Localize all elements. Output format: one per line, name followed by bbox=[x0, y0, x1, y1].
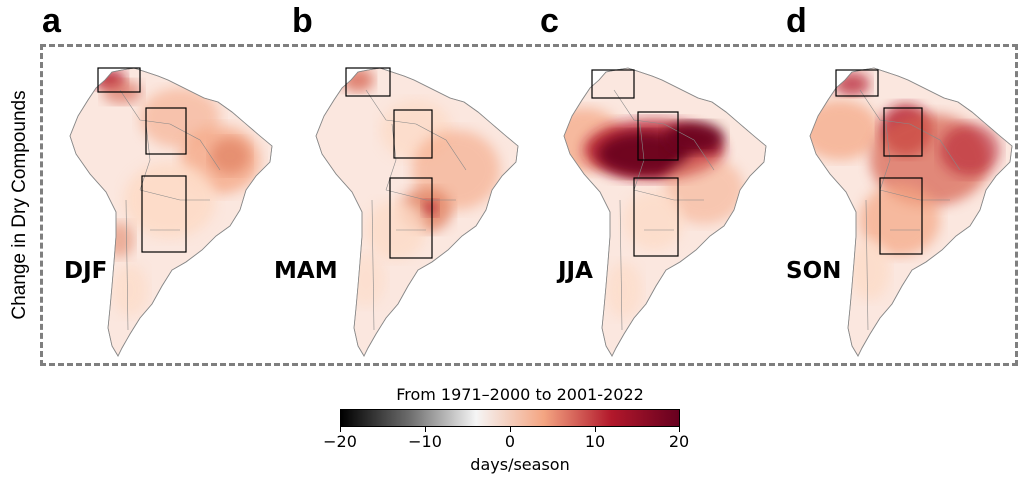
region-box bbox=[389, 177, 433, 259]
country-border bbox=[633, 189, 704, 201]
season-label-jja: JJA bbox=[558, 258, 593, 284]
country-border bbox=[879, 189, 950, 201]
map-son bbox=[809, 67, 1013, 357]
country-border bbox=[169, 123, 221, 171]
country-border bbox=[371, 199, 375, 331]
anomaly-patch bbox=[664, 156, 744, 224]
country-border bbox=[859, 89, 911, 125]
colorbar-unit: days/season bbox=[470, 455, 570, 474]
panel-letter-b: b bbox=[292, 2, 313, 40]
colorbar-tick-label: −10 bbox=[408, 432, 442, 451]
region-box bbox=[883, 107, 923, 157]
country-border bbox=[365, 89, 417, 125]
coastline bbox=[69, 67, 273, 357]
anomaly-patch bbox=[124, 162, 216, 238]
coastline bbox=[809, 67, 1013, 357]
anomaly-patch bbox=[106, 222, 134, 258]
region-box bbox=[345, 67, 391, 97]
anomaly-patch bbox=[210, 138, 250, 174]
panels-frame bbox=[40, 44, 1018, 366]
anomaly-patch bbox=[624, 190, 684, 250]
country-border bbox=[125, 199, 129, 331]
panel-letter-a: a bbox=[42, 2, 61, 40]
country-border bbox=[663, 123, 715, 171]
season-label-djf: DJF bbox=[64, 258, 108, 284]
country-border bbox=[415, 123, 467, 171]
colorbar-tick-label: 20 bbox=[668, 432, 690, 451]
anomaly-patch bbox=[940, 124, 1000, 176]
map-djf bbox=[69, 67, 273, 357]
colorbar bbox=[340, 409, 680, 427]
season-label-mam: MAM bbox=[274, 258, 338, 284]
region-box bbox=[141, 175, 187, 253]
anomaly-patch bbox=[850, 240, 890, 300]
country-border bbox=[119, 89, 171, 125]
region-box bbox=[633, 177, 679, 257]
map-mam bbox=[315, 67, 519, 357]
country-border bbox=[909, 123, 961, 171]
colorbar-tick bbox=[595, 427, 596, 432]
region-box bbox=[591, 69, 635, 99]
country-border bbox=[385, 189, 456, 201]
country-border bbox=[865, 199, 869, 331]
panel-letter-c: c bbox=[540, 2, 559, 40]
coastline bbox=[563, 67, 767, 357]
colorbar-tick bbox=[425, 427, 426, 432]
anomaly-patch bbox=[834, 72, 870, 96]
region-box bbox=[835, 69, 879, 97]
anomaly-patch bbox=[112, 264, 148, 316]
map-jja bbox=[563, 67, 767, 357]
y-axis-label: Change in Dry Compounds bbox=[9, 90, 30, 320]
region-box bbox=[637, 111, 679, 161]
anomaly-patch bbox=[664, 122, 724, 154]
country-border bbox=[139, 189, 210, 201]
colorbar-tick-label: −20 bbox=[323, 432, 357, 451]
country-border bbox=[879, 123, 891, 191]
panel-letter-d: d bbox=[786, 2, 807, 40]
country-border bbox=[613, 89, 665, 125]
coastline bbox=[315, 67, 519, 357]
region-box bbox=[393, 109, 433, 159]
season-label-son: SON bbox=[786, 258, 842, 284]
region-box bbox=[145, 107, 187, 155]
anomaly-patch bbox=[606, 262, 642, 318]
country-border bbox=[619, 199, 623, 331]
colorbar-tick bbox=[679, 427, 680, 432]
colorbar-tick bbox=[340, 427, 341, 432]
country-border bbox=[139, 123, 151, 191]
region-box bbox=[97, 67, 141, 93]
colorbar-tick-label: 0 bbox=[504, 432, 516, 451]
colorbar-title: From 1971–2000 to 2001-2022 bbox=[396, 385, 644, 404]
anomaly-patch bbox=[346, 254, 386, 306]
colorbar-tick-label: 10 bbox=[584, 432, 606, 451]
colorbar-tick bbox=[510, 427, 511, 432]
country-border bbox=[385, 123, 397, 191]
anomaly-patch bbox=[422, 200, 438, 216]
anomaly-patch bbox=[810, 100, 880, 160]
y-axis-label-container: Change in Dry Compounds bbox=[2, 44, 38, 366]
region-box bbox=[879, 177, 923, 255]
